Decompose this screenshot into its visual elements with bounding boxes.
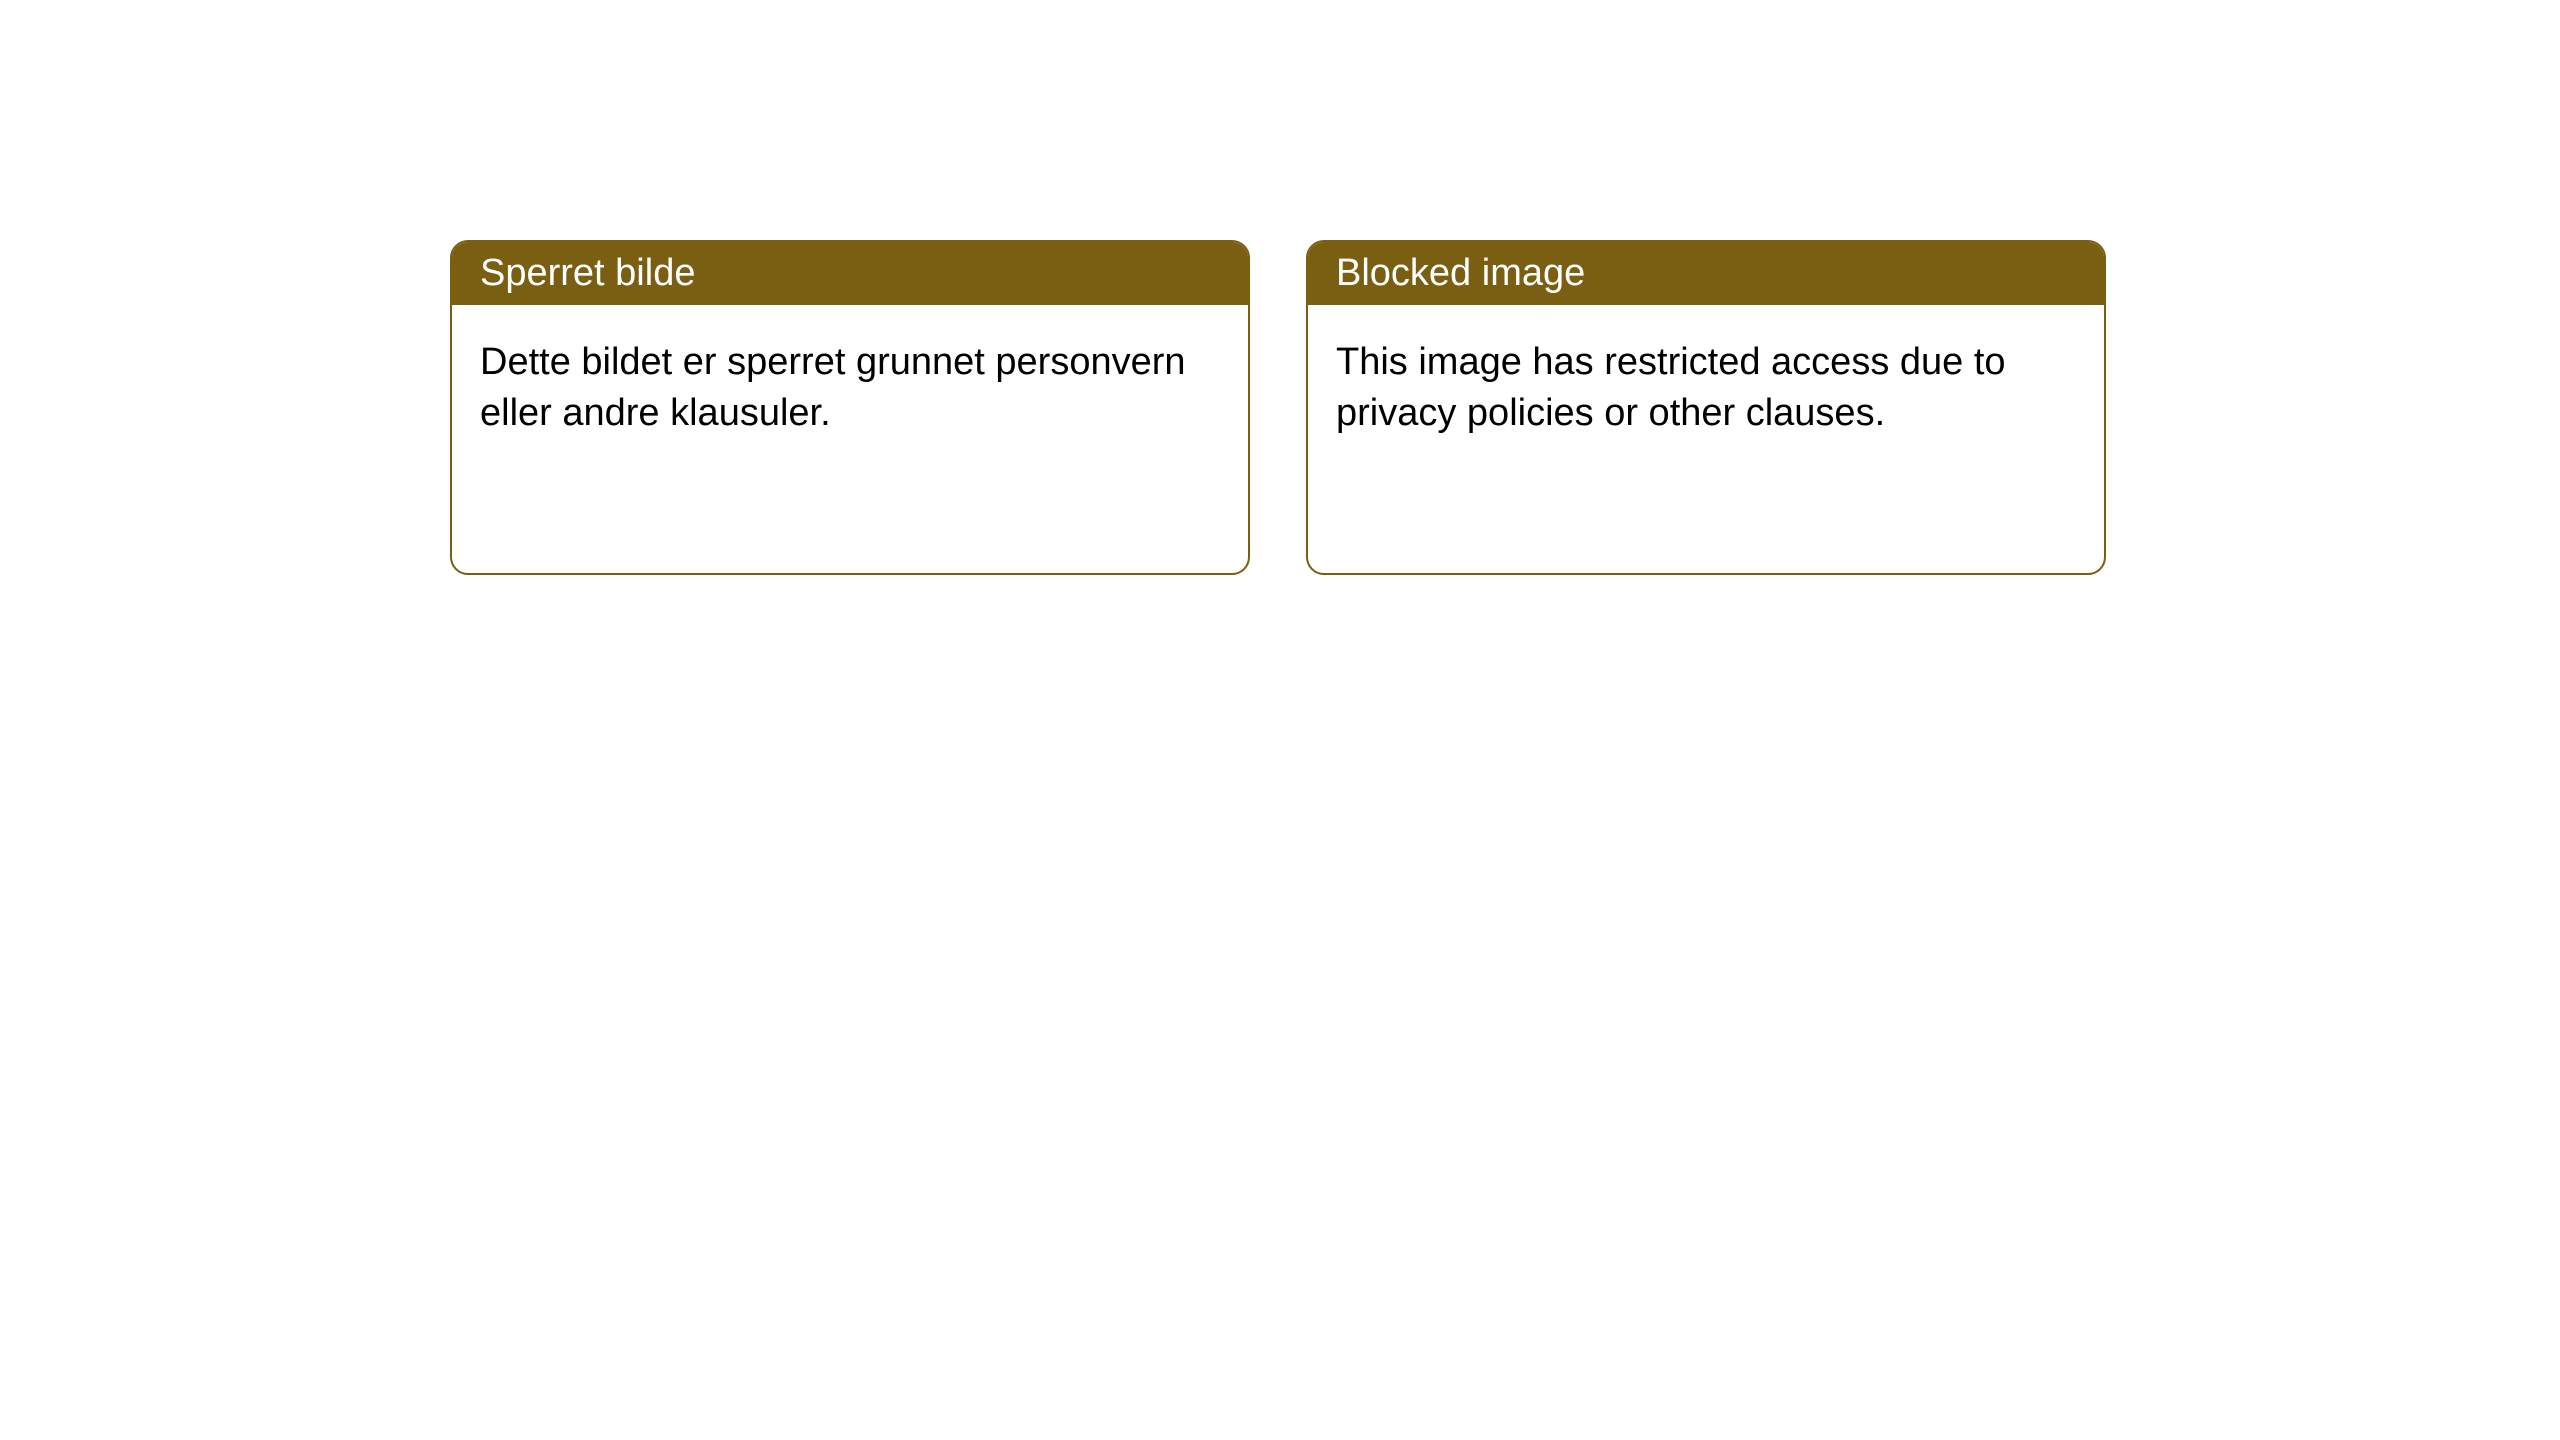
notice-card-norwegian: Sperret bilde Dette bildet er sperret gr… xyxy=(450,240,1250,575)
notice-header: Blocked image xyxy=(1308,242,2104,305)
notice-body-text: This image has restricted access due to … xyxy=(1336,341,2006,434)
notice-title: Blocked image xyxy=(1336,252,1585,294)
notice-title: Sperret bilde xyxy=(480,252,695,294)
notice-card-english: Blocked image This image has restricted … xyxy=(1306,240,2106,575)
notice-body: This image has restricted access due to … xyxy=(1308,305,2104,472)
notice-body: Dette bildet er sperret grunnet personve… xyxy=(452,305,1248,472)
notice-body-text: Dette bildet er sperret grunnet personve… xyxy=(480,341,1186,434)
notice-container: Sperret bilde Dette bildet er sperret gr… xyxy=(0,0,2560,575)
notice-header: Sperret bilde xyxy=(452,242,1248,305)
